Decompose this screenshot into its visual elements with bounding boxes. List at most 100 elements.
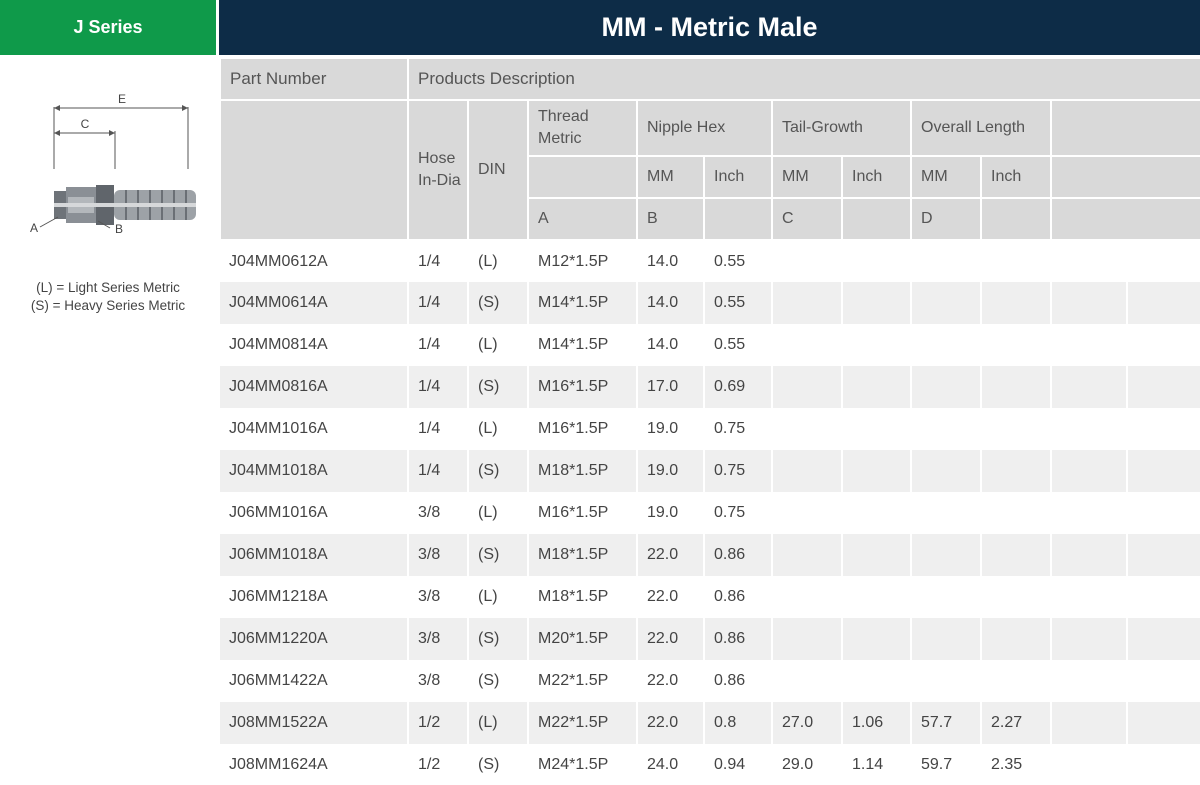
din-cell: (L) [467,492,528,534]
thread-cell: M14*1.5P [527,282,637,324]
diagram-label-c: C [81,117,90,131]
overall-mm-cell [910,534,981,576]
nipple-inch-cell: 0.86 [703,576,772,618]
header-din: DIN [467,99,529,241]
hose-dia-cell: 3/8 [407,618,468,660]
overall-inch-cell [980,324,1051,366]
thread-cell: M24*1.5P [527,744,637,785]
tail-inch-cell [841,324,911,366]
thread-cell: M14*1.5P [527,324,637,366]
hose-dia-cell: 1/4 [407,450,468,492]
nipple-inch-cell: 0.75 [703,408,772,450]
nipple-mm-cell: 22.0 [636,660,704,702]
spacer-cell [1050,408,1127,450]
tail-inch-cell [841,618,911,660]
tail-inch-cell [841,534,911,576]
tail-inch-cell: 1.14 [841,744,911,785]
din-cell: (S) [467,282,528,324]
spacer-cell [1050,282,1127,324]
header-tail-mm: MM [771,155,843,199]
tail-mm-cell [771,366,842,408]
overall-inch-cell [980,576,1051,618]
left-panel: E C A B (L) = Light Series Metric (S) = … [0,57,216,785]
tail-inch-cell: 1.06 [841,702,911,744]
table-row: J06MM1422A 3/8 (S) M22*1.5P 22.0 0.86 [220,660,1200,702]
hose-dia-cell: 1/4 [407,240,468,282]
header-letter-b: B [636,197,705,241]
overall-mm-cell [910,450,981,492]
overall-mm-cell: 57.7 [910,702,981,744]
overall-mm-cell [910,324,981,366]
table-row: J04MM0612A 1/4 (L) M12*1.5P 14.0 0.55 [220,240,1200,282]
hose-dia-cell: 3/8 [407,534,468,576]
page-title: MM - Metric Male [219,0,1200,55]
spacer-cell [1125,408,1200,450]
overall-inch-cell [980,450,1051,492]
nipple-inch-cell: 0.8 [703,702,772,744]
header-part-number: Part Number [219,57,409,101]
tail-mm-cell [771,408,842,450]
nipple-mm-cell: 22.0 [636,618,704,660]
nipple-mm-cell: 19.0 [636,492,704,534]
overall-inch-cell [980,618,1051,660]
part-number-cell: J06MM1422A [220,660,408,702]
nipple-mm-cell: 19.0 [636,450,704,492]
tail-mm-cell [771,450,842,492]
nipple-mm-cell: 22.0 [636,702,704,744]
overall-inch-cell: 2.35 [980,744,1051,785]
din-cell: (S) [467,618,528,660]
header-spacer-right [1049,99,1200,157]
table-row: J04MM1018A 1/4 (S) M18*1.5P 19.0 0.75 [220,450,1200,492]
table-row: J06MM1218A 3/8 (L) M18*1.5P 22.0 0.86 [220,576,1200,618]
nipple-inch-cell: 0.75 [703,450,772,492]
thread-cell: M18*1.5P [527,450,637,492]
din-cell: (L) [467,240,528,282]
table-row: J04MM1016A 1/4 (L) M16*1.5P 19.0 0.75 [220,408,1200,450]
overall-inch-cell [980,240,1051,282]
tail-mm-cell [771,492,842,534]
thread-cell: M22*1.5P [527,660,637,702]
header-products-description: Products Description [406,57,1200,101]
part-number-cell: J04MM0612A [220,240,408,282]
header-letter-d-spacer [980,197,1052,241]
tail-inch-cell [841,282,911,324]
spacer-cell [1050,240,1127,282]
overall-inch-cell [980,282,1051,324]
din-cell: (S) [467,660,528,702]
series-tab[interactable]: J Series [0,0,216,55]
nipple-mm-cell: 22.0 [636,576,704,618]
nipple-inch-cell: 0.55 [703,240,772,282]
nipple-mm-cell: 19.0 [636,408,704,450]
tail-inch-cell [841,408,911,450]
overall-mm-cell [910,366,981,408]
spacer-cell [1125,324,1200,366]
overall-inch-cell [980,366,1051,408]
spacer-cell [1050,702,1127,744]
legend-heavy-series: (S) = Heavy Series Metric [30,298,186,313]
spacer-cell [1125,366,1200,408]
din-cell: (L) [467,324,528,366]
header-nipple-mm: MM [636,155,705,199]
part-number-cell: J06MM1220A [220,618,408,660]
spacer-cell [1050,366,1127,408]
tail-mm-cell: 29.0 [771,744,842,785]
header-hose-in-dia: Hose In-Dia [407,99,469,241]
diagram-label-a: A [30,221,38,235]
tail-inch-cell [841,450,911,492]
nipple-mm-cell: 14.0 [636,324,704,366]
overall-mm-cell [910,660,981,702]
nipple-inch-cell: 0.86 [703,660,772,702]
header-tail-inch: Inch [841,155,912,199]
nipple-inch-cell: 0.75 [703,492,772,534]
overall-mm-cell [910,282,981,324]
table-row: J04MM0814A 1/4 (L) M14*1.5P 14.0 0.55 [220,324,1200,366]
spacer-cell [1125,282,1200,324]
diagram-label-e: E [118,92,126,106]
thread-cell: M12*1.5P [527,240,637,282]
overall-mm-cell: 59.7 [910,744,981,785]
din-cell: (L) [467,576,528,618]
header-letter-c: C [771,197,843,241]
tail-inch-cell [841,366,911,408]
overall-inch-cell [980,408,1051,450]
part-number-cell: J06MM1218A [220,576,408,618]
